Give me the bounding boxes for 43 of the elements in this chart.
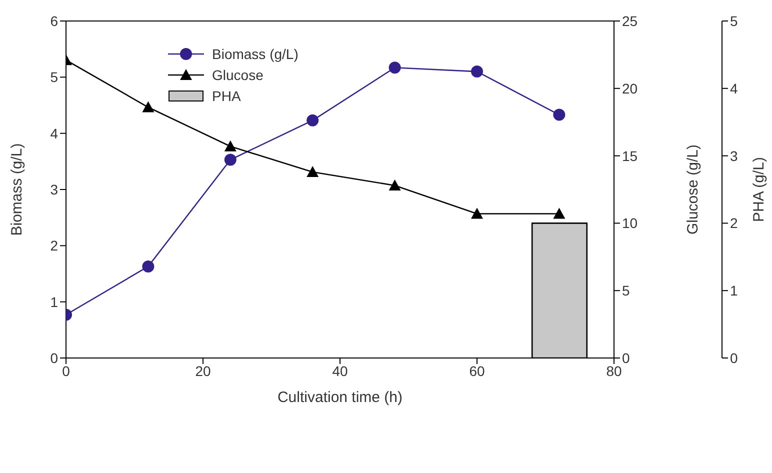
- y2-tick-label: 25: [622, 12, 638, 29]
- point: [306, 166, 319, 177]
- y-tick-label: 3: [50, 181, 58, 198]
- y-tick-label: 5: [50, 69, 58, 86]
- y3-tick-label: 3: [730, 148, 738, 164]
- x-axis-title: Cultivation time (h): [277, 389, 403, 406]
- legend-label: Glucose: [212, 66, 264, 82]
- y3-tick-label: 2: [730, 215, 738, 232]
- y-tick-label: 0: [50, 350, 58, 366]
- y2-tick-label: 10: [622, 215, 638, 232]
- point: [224, 154, 236, 166]
- y2-tick-label: 0: [622, 350, 630, 366]
- y-tick-label: 4: [50, 125, 58, 142]
- y2-tick-label: 15: [622, 148, 638, 164]
- point: [142, 101, 154, 112]
- x-tick-label: 0: [62, 362, 70, 379]
- y3-tick-label: 0: [730, 350, 738, 366]
- point: [553, 208, 566, 219]
- y2-tick-label: 5: [622, 282, 630, 299]
- x-tick-label: 20: [195, 362, 211, 379]
- x-tick-label: 60: [469, 362, 485, 379]
- y-tick-label: 1: [50, 294, 58, 310]
- y-axis-title: Biomass (g/L): [8, 143, 26, 236]
- y-tick-label: 6: [50, 12, 58, 29]
- point: [224, 140, 236, 152]
- x-tick-label: 80: [606, 362, 622, 379]
- y3-tick-label: 1: [730, 282, 738, 299]
- y3-tick-label: 4: [730, 80, 738, 96]
- y2-tick-label: 20: [622, 80, 638, 96]
- point: [553, 108, 566, 121]
- y3-axis-title: PHA (g/L): [750, 156, 768, 222]
- y2-axis-title: Glucose (g/L): [684, 144, 702, 235]
- point: [388, 62, 401, 74]
- legend-label: PHA: [212, 88, 241, 104]
- point: [142, 260, 154, 272]
- legend-label: Biomass (g/L): [212, 46, 298, 62]
- point: [306, 114, 319, 126]
- point: [471, 66, 483, 78]
- point: [471, 208, 483, 219]
- y-tick-label: 2: [50, 238, 58, 254]
- y3-tick-label: 5: [730, 12, 738, 29]
- x-tick-label: 40: [332, 362, 348, 379]
- point: [388, 179, 401, 190]
